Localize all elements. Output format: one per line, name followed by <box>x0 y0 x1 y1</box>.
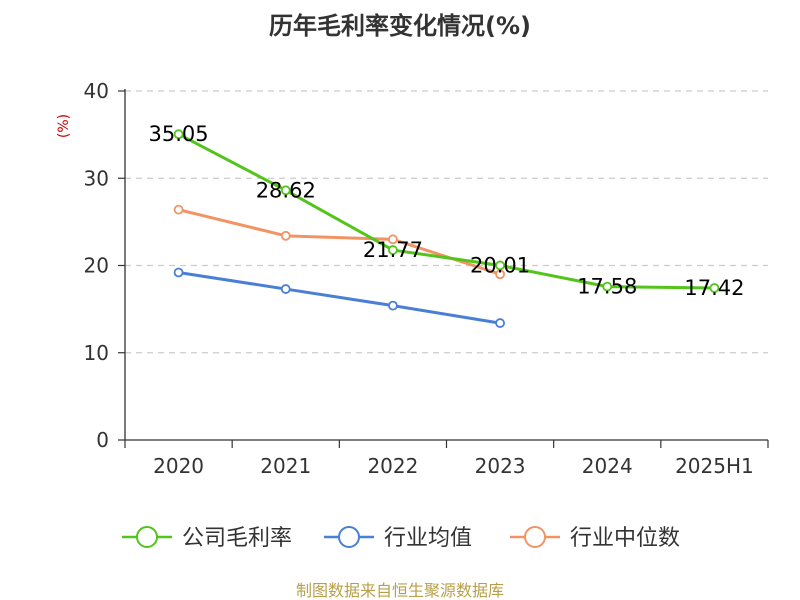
data-labels: 35.05 28.62 21.77 20.01 17.58 17.42 <box>149 122 745 300</box>
y-axis-unit: (%) <box>56 114 72 138</box>
y-tick-label-40: 40 <box>84 79 109 103</box>
point-0-0 <box>173 129 184 140</box>
series-line-0 <box>177 132 716 290</box>
data-label-0: 35.05 <box>149 122 209 146</box>
y-tick-label-20: 20 <box>84 254 109 278</box>
legend-marker-0 <box>136 526 158 548</box>
x-tick-label-2025H1: 2025H1 <box>675 454 754 478</box>
point-2-2 <box>388 234 398 245</box>
series-line-1 <box>177 270 502 325</box>
point-1-0 <box>173 267 184 278</box>
legend-marker-2 <box>524 526 546 548</box>
point-1-2 <box>388 300 398 311</box>
source-note: 制图数据来自恒生聚源数据库 <box>296 581 504 600</box>
y-tick-label-10: 10 <box>84 341 109 365</box>
x-tick-label-2023: 2023 <box>475 454 526 478</box>
point-0-1 <box>280 185 291 196</box>
x-tick-label-2021: 2021 <box>260 454 311 478</box>
x-tick-label-2020: 2020 <box>153 454 204 478</box>
series-lines <box>173 129 720 328</box>
chart-title: 历年毛利率变化情况(%) <box>269 12 531 40</box>
point-0-3 <box>495 260 505 271</box>
data-label-2: 21.77 <box>363 238 423 262</box>
legend-marker-1 <box>338 526 360 548</box>
point-2-1 <box>280 230 291 241</box>
point-0-5 <box>709 283 720 293</box>
point-0-2 <box>388 245 398 255</box>
y-tick-label-0: 0 <box>96 428 109 452</box>
grid-lines <box>125 90 768 354</box>
tick-labels: 0 10 20 30 40 2020 2021 2022 2023 2024 2025H1 <box>84 79 754 478</box>
x-tick-label-2022: 2022 <box>367 454 418 478</box>
legend-label-0: 公司毛利率 <box>182 526 292 551</box>
data-label-1: 28.62 <box>256 178 316 202</box>
legend-label-2: 行业中位数 <box>570 526 680 551</box>
legend: 公司毛利率 行业均值 行业中位数 <box>122 526 680 551</box>
point-1-3 <box>495 318 505 328</box>
y-tick-label-30: 30 <box>84 166 109 190</box>
legend-label-1: 行业均值 <box>384 526 472 551</box>
x-tick-label-2024: 2024 <box>582 454 633 478</box>
point-0-4 <box>602 281 613 292</box>
data-label-3: 20.01 <box>470 253 530 277</box>
point-2-0 <box>173 204 184 215</box>
data-label-5: 17.42 <box>684 276 744 300</box>
point-1-1 <box>280 284 291 294</box>
data-label-4: 17.58 <box>577 275 637 299</box>
axes <box>118 89 769 448</box>
